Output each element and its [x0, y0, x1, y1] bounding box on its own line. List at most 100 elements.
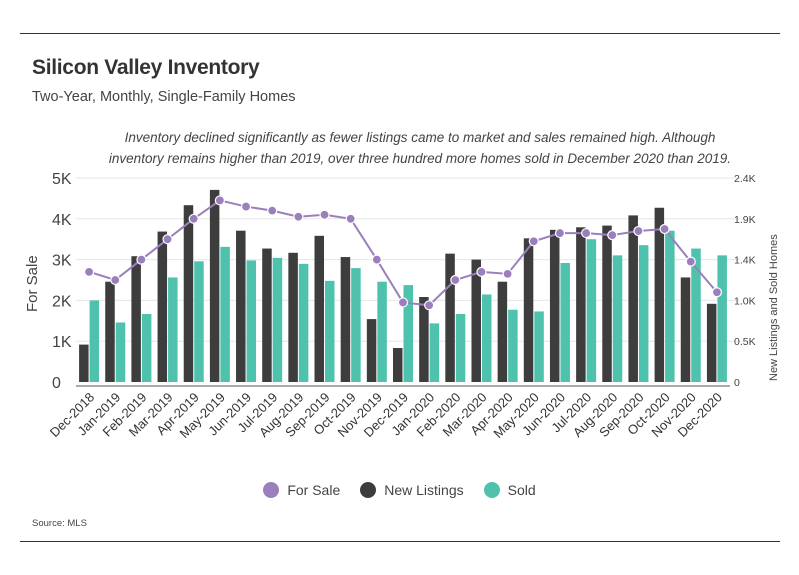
- bar-new-listings: [288, 252, 298, 382]
- chart-annotation: Inventory declined significantly as fewe…: [100, 127, 740, 169]
- point-for-sale: [685, 256, 696, 267]
- point-for-sale: [424, 300, 435, 311]
- bar-new-listings: [157, 231, 168, 382]
- point-for-sale: [267, 205, 278, 216]
- bar-sold: [403, 285, 413, 382]
- point-for-sale: [83, 266, 95, 277]
- legend-item-for-sale[interactable]: For Sale: [263, 482, 340, 498]
- bar-sold: [481, 294, 492, 382]
- bar-new-listings: [340, 257, 351, 382]
- y-right-axis-title: New Listings and Sold Homes: [768, 234, 780, 381]
- y-left-tick-label: 1K: [52, 334, 72, 351]
- bar-sold: [351, 268, 361, 382]
- point-for-sale: [188, 213, 199, 224]
- y-right-tick-label: 0.5K: [734, 336, 756, 348]
- line-for-sale: [88, 199, 718, 307]
- bar-new-listings: [209, 189, 220, 382]
- point-for-sale: [214, 195, 225, 206]
- point-for-sale: [345, 213, 356, 224]
- chart-subtitle: Two-Year, Monthly, Single-Family Homes: [32, 89, 296, 105]
- y-left-axis-title: For Sale: [24, 255, 41, 312]
- bar-new-listings: [131, 256, 141, 382]
- point-for-sale: [659, 223, 670, 235]
- legend-item-new-listings[interactable]: New Listings: [360, 482, 464, 498]
- bar-sold: [325, 280, 335, 382]
- bar-sold: [586, 239, 597, 382]
- bar-sold: [298, 263, 309, 382]
- point-for-sale: [554, 227, 566, 239]
- annotation-line-1: Inventory declined significantly as fewe…: [124, 130, 716, 145]
- legend-label-new-listings: New Listings: [384, 482, 464, 498]
- y-right-tick-label: 2.4K: [734, 173, 756, 185]
- bar-new-listings: [471, 259, 481, 382]
- y-right-tick-label: 1.0K: [734, 295, 756, 307]
- bar-sold: [455, 314, 466, 382]
- bar-new-listings: [393, 348, 403, 382]
- bar-sold: [534, 311, 544, 382]
- bar-new-listings: [576, 227, 586, 382]
- point-for-sale: [528, 236, 539, 247]
- bar-sold: [560, 263, 570, 382]
- bar-new-listings: [497, 281, 508, 382]
- bar-sold: [665, 230, 675, 382]
- y-right-tick-label: 1.4K: [734, 255, 756, 267]
- top-rule: [20, 33, 780, 34]
- bar-new-listings: [628, 215, 638, 382]
- y-right-tick-label: 1.9K: [734, 214, 756, 226]
- chart-title: Silicon Valley Inventory: [32, 56, 260, 79]
- source-note: Source: MLS: [32, 518, 87, 529]
- bar-sold: [272, 257, 283, 382]
- point-for-sale: [633, 225, 644, 237]
- bar-new-listings: [523, 238, 534, 382]
- point-for-sale: [711, 287, 723, 298]
- y-left-tick-label: 4K: [52, 212, 72, 229]
- bar-sold: [429, 323, 440, 382]
- bar-new-listings: [419, 297, 429, 382]
- legend-label-for-sale: For Sale: [287, 482, 341, 498]
- bar-new-listings: [602, 225, 612, 382]
- point-for-sale: [240, 201, 252, 212]
- y-left-tick-label: 3K: [52, 253, 72, 270]
- bar-new-listings: [366, 319, 377, 382]
- point-for-sale: [162, 234, 173, 245]
- bar-sold: [638, 245, 649, 382]
- y-left-tick-label: 0: [52, 375, 61, 392]
- bar-sold: [141, 314, 152, 382]
- legend-item-sold[interactable]: Sold: [483, 482, 536, 498]
- bar-new-listings: [183, 205, 194, 382]
- y-right-tick-label: 0: [734, 377, 740, 389]
- bar-sold: [691, 248, 701, 382]
- bar-sold: [168, 277, 178, 382]
- bar-new-listings: [262, 248, 272, 382]
- bar-new-listings: [314, 235, 325, 382]
- bar-sold: [89, 300, 100, 382]
- point-for-sale: [293, 211, 304, 222]
- point-for-sale: [319, 209, 330, 220]
- point-for-sale: [476, 266, 487, 277]
- legend-marker-sold: [483, 482, 500, 498]
- legend-marker-new-listings: [360, 482, 377, 498]
- bar-sold: [612, 255, 623, 382]
- point-for-sale: [502, 268, 513, 279]
- bar-sold: [115, 322, 126, 382]
- legend-label-sold: Sold: [507, 482, 536, 498]
- point-for-sale: [397, 297, 409, 308]
- bar-new-listings: [549, 229, 560, 382]
- bar-sold: [377, 281, 387, 382]
- legend: For Sale New Listings Sold: [0, 482, 799, 498]
- point-for-sale: [110, 274, 121, 286]
- point-for-sale: [450, 274, 461, 286]
- y-left-tick-label: 2K: [52, 293, 72, 310]
- bar-new-listings: [706, 303, 717, 382]
- y-left-tick-label: 5K: [52, 171, 72, 188]
- point-for-sale: [581, 227, 592, 239]
- point-for-sale: [136, 254, 147, 265]
- bar-new-listings: [654, 207, 665, 382]
- bottom-rule: [20, 541, 780, 542]
- bar-new-listings: [445, 253, 455, 382]
- bar-sold: [508, 309, 518, 382]
- point-for-sale: [371, 254, 382, 265]
- bar-sold: [194, 261, 204, 382]
- bar-sold: [717, 255, 727, 382]
- bar-sold: [220, 246, 230, 382]
